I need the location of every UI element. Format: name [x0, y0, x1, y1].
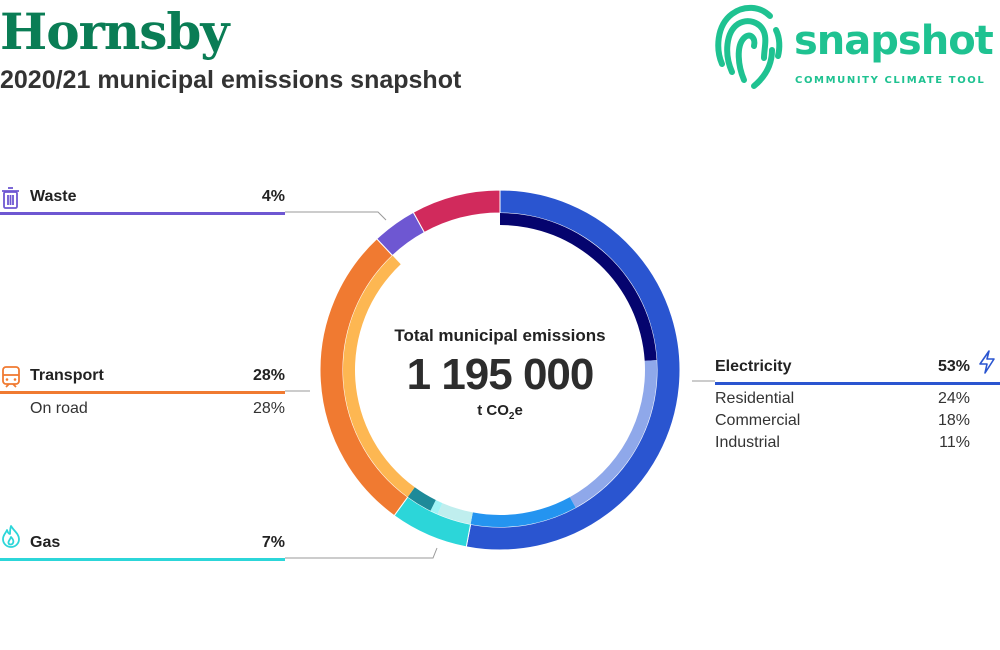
gas-percent: 7% — [261, 534, 285, 551]
gas-leader-line — [285, 547, 438, 559]
logo-wordmark: snapshot — [794, 18, 994, 64]
onroad-percent: 28% — [252, 400, 285, 417]
onroad-label: On road — [30, 400, 88, 417]
snapshot-fingerprint-icon — [715, 4, 783, 89]
waste-label: Waste — [30, 188, 77, 205]
donut-sub-segment-electricity-industrial — [470, 497, 576, 527]
donut-sub-segment-gas-part-0 — [437, 503, 473, 525]
total-unit: t CO2e — [477, 402, 523, 422]
lightning-icon — [979, 350, 995, 374]
donut-segment-other-4 — [412, 189, 501, 234]
train-icon — [2, 366, 20, 388]
logo-tagline: COMMUNITY CLIMATE TOOL — [795, 75, 986, 86]
donut-sub-segment-electricity-residential — [500, 213, 657, 361]
legend-waste: Waste 4% — [0, 186, 290, 215]
total-value: 1 195 000 — [406, 350, 595, 399]
donut-sub-segment-transport-on-road — [343, 255, 415, 498]
gas-label: Gas — [30, 534, 61, 551]
gas-underline — [0, 558, 285, 561]
waste-leader-line — [285, 211, 387, 221]
waste-underline — [0, 212, 285, 215]
transport-sub-onroad: On road 28% — [0, 400, 290, 422]
industrial-percent: 11% — [939, 434, 970, 451]
donut-sub-segment-gas-part-1 — [430, 500, 443, 515]
donut-sub-segment-gas-part-2 — [407, 487, 436, 511]
donut-sub-segment-electricity-commercial — [569, 360, 657, 508]
electricity-label: Electricity — [715, 358, 792, 375]
electricity-percent: 53% — [937, 358, 970, 375]
bin-icon — [2, 187, 19, 209]
legend-transport: Transport 28% On road 28% — [0, 365, 290, 422]
snapshot-logo: snapshot COMMUNITY CLIMATE TOOL — [714, 2, 1000, 92]
transport-underline — [0, 391, 285, 394]
transport-label: Transport — [30, 367, 104, 384]
legend-electricity: Electricity 53% Residential 24% Commerci… — [715, 350, 1000, 456]
total-caption: Total municipal emissions — [394, 326, 606, 345]
page-subtitle: 2020/21 municipal emissions snapshot — [0, 66, 462, 94]
commercial-percent: 18% — [937, 412, 970, 429]
electricity-sub-industrial: Industrial 11% — [715, 434, 1000, 456]
waste-percent: 4% — [261, 188, 285, 205]
residential-label: Residential — [715, 390, 795, 407]
electricity-sub-commercial: Commercial 18% — [715, 412, 1000, 434]
transport-percent: 28% — [252, 367, 285, 384]
electricity-sub-residential: Residential 24% — [715, 390, 1000, 412]
page-title: Hornsby — [0, 2, 229, 61]
electricity-underline — [715, 382, 1000, 385]
industrial-label: Industrial — [715, 434, 780, 451]
flame-icon — [2, 525, 20, 548]
commercial-label: Commercial — [715, 412, 801, 429]
legend-gas: Gas 7% — [0, 525, 290, 561]
residential-percent: 24% — [937, 390, 970, 407]
